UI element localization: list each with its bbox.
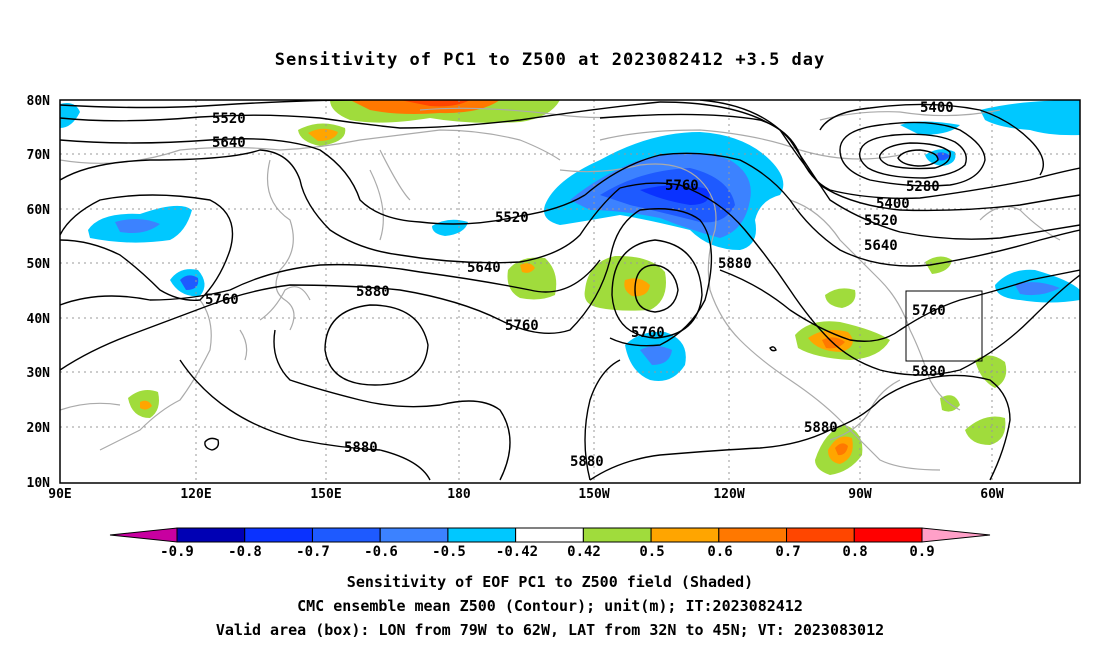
contour-label: 5760	[205, 292, 239, 308]
contour-label: 5280	[906, 179, 940, 195]
colorbar-labels: -0.9 -0.8 -0.7 -0.6 -0.5 -0.42 0.42 0.5 …	[160, 544, 935, 560]
colorbar-label: 0.42	[567, 544, 601, 560]
lon-label: 150W	[578, 487, 609, 502]
colorbar-label: -0.7	[296, 544, 330, 560]
contour-label: 5760	[912, 303, 946, 319]
caption-contour: CMC ensemble mean Z500 (Contour); unit(m…	[297, 597, 803, 615]
lat-label: 30N	[27, 366, 51, 381]
lon-label: 120E	[180, 487, 211, 502]
contour-label: 5760	[631, 325, 665, 341]
colorbar-over-triangle	[921, 527, 991, 543]
latitude-labels: 80N 70N 60N 50N 40N 30N 20N 10N	[27, 94, 51, 491]
colorbar-label: -0.5	[432, 544, 466, 560]
contour-label: 5640	[467, 260, 501, 276]
lat-label: 70N	[27, 148, 51, 163]
colorbar-label: 0.9	[909, 544, 934, 560]
caption-valid-area: Valid area (box): LON from 79W to 62W, L…	[215, 621, 885, 639]
contour-label: 5880	[718, 256, 752, 272]
colorbar-label: 0.7	[775, 544, 800, 560]
colorbar-swatch	[718, 527, 788, 543]
colorbar-label: 0.6	[707, 544, 732, 560]
lon-label: 150E	[310, 487, 341, 502]
contour-label: 5400	[920, 100, 954, 116]
grid-lines	[60, 100, 1080, 483]
contour-label: 5520	[495, 210, 529, 226]
coastlines	[60, 107, 1061, 471]
lat-label: 40N	[27, 312, 51, 327]
contour-label: 5640	[864, 238, 898, 254]
contour-label: 5520	[212, 111, 246, 127]
contour-label: 5520	[864, 213, 898, 229]
shaded-sensitivity	[60, 100, 1080, 475]
lon-label: 60W	[980, 487, 1004, 502]
z500-contours	[60, 100, 1080, 481]
colorbar-swatch	[853, 527, 923, 543]
map-frame	[59, 99, 1081, 484]
contour-label: 5880	[356, 284, 390, 300]
colorbar-swatch	[311, 527, 381, 543]
colorbar-label: -0.9	[160, 544, 194, 560]
longitude-labels: 90E 120E 150E 180 150W 120W 90W 60W	[48, 487, 1004, 502]
valid-area-box	[905, 290, 983, 362]
contour-label: 5880	[570, 454, 604, 470]
colorbar	[109, 527, 991, 543]
colorbar-swatch	[176, 527, 246, 543]
caption-shaded: Sensitivity of EOF PC1 to Z500 field (Sh…	[346, 573, 754, 591]
lon-label: 90E	[48, 487, 71, 502]
chart-title: Sensitivity of PC1 to Z500 at 2023082412…	[274, 50, 826, 70]
colorbar-swatch	[786, 527, 855, 543]
lat-label: 20N	[27, 421, 51, 436]
colorbar-label: -0.42	[496, 544, 538, 560]
contour-labels: 5520 5640 5760 5880 5880 5520 5640 5760 …	[205, 100, 954, 470]
lon-label: 180	[447, 487, 471, 502]
colorbar-label: -0.8	[228, 544, 262, 560]
contour-label: 5400	[876, 196, 910, 212]
colorbar-swatch	[244, 527, 313, 543]
colorbar-swatch	[379, 527, 449, 543]
contour-label: 5880	[344, 440, 378, 456]
colorbar-swatch	[582, 527, 652, 543]
lon-label: 120W	[713, 487, 744, 502]
colorbar-swatch	[650, 527, 720, 543]
colorbar-label: 0.5	[639, 544, 664, 560]
lat-label: 80N	[27, 94, 51, 109]
colorbar-under-triangle	[109, 527, 178, 543]
contour-label: 5640	[212, 135, 246, 151]
lat-label: 50N	[27, 257, 51, 272]
colorbar-swatch	[447, 527, 517, 543]
lat-label: 10N	[27, 476, 51, 491]
lat-label: 60N	[27, 203, 51, 218]
colorbar-swatch	[515, 527, 584, 543]
colorbar-label: -0.6	[364, 544, 398, 560]
contour-label: 5880	[912, 364, 946, 380]
contour-label: 5760	[505, 318, 539, 334]
lon-label: 90W	[848, 487, 872, 502]
colorbar-label: 0.8	[842, 544, 867, 560]
contour-label: 5880	[804, 420, 838, 436]
contour-label: 5760	[665, 178, 699, 194]
